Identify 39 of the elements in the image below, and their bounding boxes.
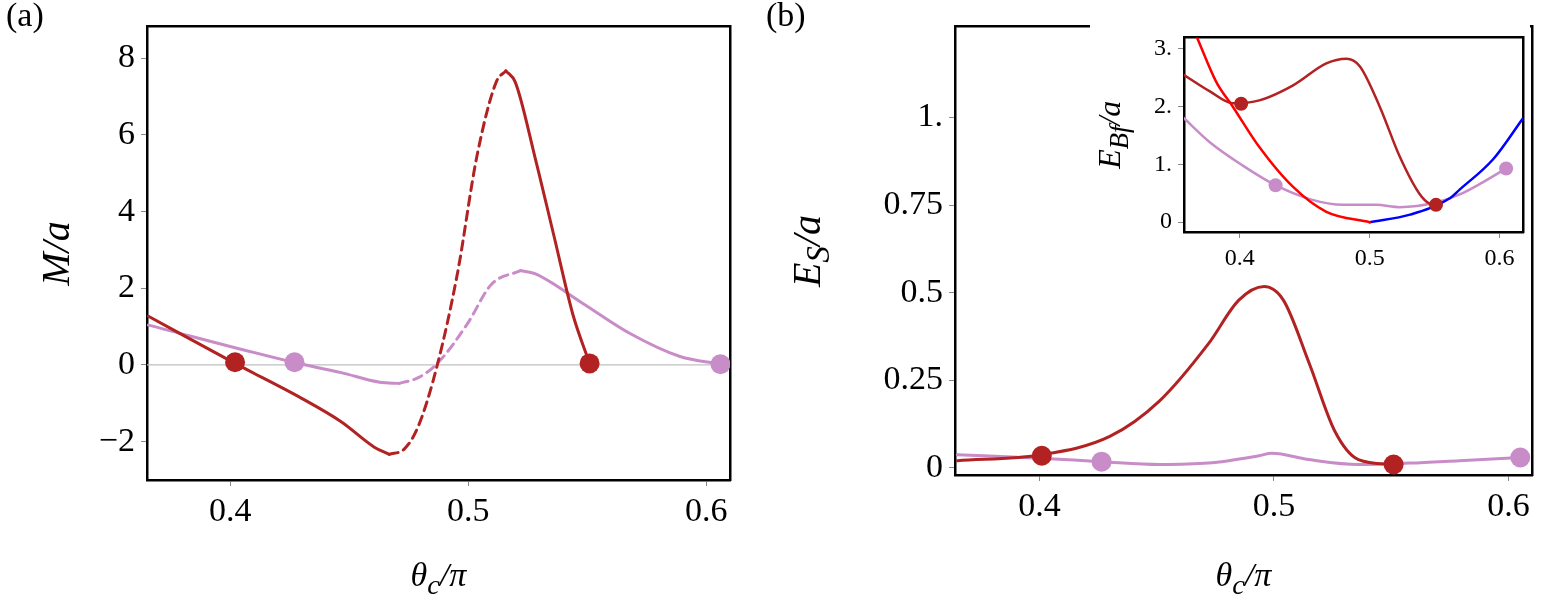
x-tick-label: 0.4	[1018, 486, 1061, 524]
y-tick-label: 1.	[1154, 149, 1172, 176]
point	[1428, 197, 1443, 212]
y-tick-label: 1.	[917, 96, 943, 134]
y-tick-label: 3.	[1154, 34, 1172, 61]
y-tick-label: 0	[118, 343, 135, 381]
x-tick-label: 0.4	[1224, 243, 1255, 270]
point	[1234, 96, 1249, 111]
y-tick-label: 0	[926, 446, 943, 484]
y-axis-title: M/a	[31, 220, 79, 286]
x-tick-label: 0.5	[1354, 243, 1385, 270]
x-axis-title: θ$_{c}$/π	[410, 555, 467, 601]
x-tick-label: 0.5	[1252, 486, 1296, 524]
x-tick-label: 0.6	[1484, 243, 1515, 270]
chart-title: (a)	[6, 0, 44, 34]
point	[1268, 178, 1283, 193]
y-tick-label: 6	[118, 113, 135, 151]
y-tick-label: 0.25	[883, 359, 943, 397]
point	[1499, 161, 1514, 176]
chart-title: (b)	[766, 0, 806, 34]
point	[1091, 451, 1112, 472]
y-tick-label: 4	[118, 190, 135, 228]
point	[1510, 447, 1531, 468]
line-series	[1195, 37, 1371, 224]
y-tick-label: 0	[1160, 207, 1172, 234]
point	[1383, 454, 1404, 475]
y-tick-label: 2.	[1154, 91, 1172, 118]
y-tick-label: 2	[118, 267, 135, 305]
x-tick-label: 0.6	[684, 491, 728, 529]
y-tick-label: 0.5	[900, 271, 943, 309]
y-tick-label: 8	[118, 37, 135, 75]
point	[1031, 445, 1052, 466]
y-tick-label: 0.75	[883, 184, 943, 222]
x-tick-label: 0.6	[1487, 486, 1530, 524]
x-tick-label: 0.4	[209, 491, 252, 529]
y-tick-label: −2	[98, 420, 135, 458]
x-tick-label: 0.5	[446, 491, 490, 529]
line-series	[1368, 116, 1523, 224]
x-axis-title: θ$_{c}$/π	[1215, 555, 1272, 601]
